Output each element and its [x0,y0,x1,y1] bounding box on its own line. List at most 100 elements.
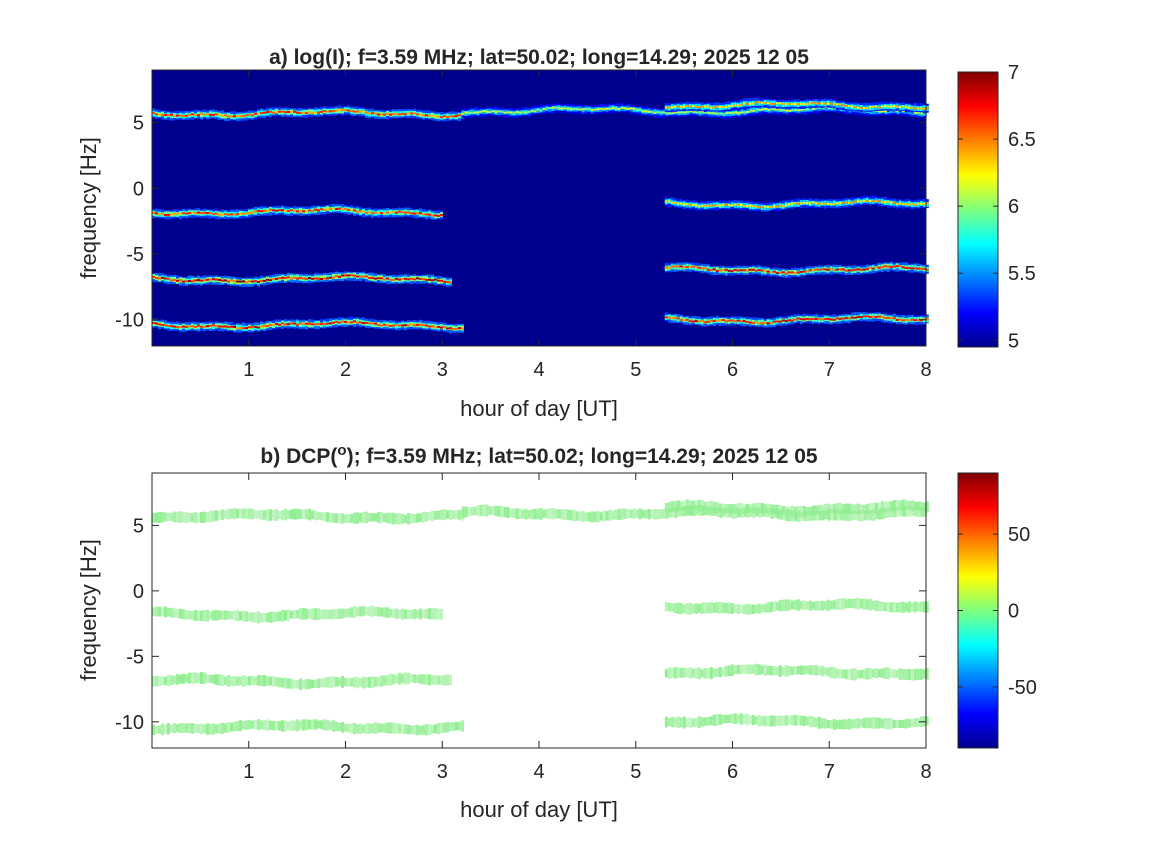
panel-b-trace-5-cell [323,677,326,688]
panel-a-trace-6-cell [670,265,674,268]
panel-a-trace-2-cell [751,102,755,105]
panel-b-trace-3-cell [296,610,299,619]
panel-a-trace-3-cell [257,209,260,212]
panel-a-trace-3-cell [389,211,392,214]
panel-b-trace-3-cell [290,610,293,619]
panel-a-trace-7-cell [314,323,317,326]
panel-a-trace-4-cell [898,202,902,205]
panel-a-trace-5-cell [290,277,293,280]
panel-b-trace-0-cell [278,511,281,519]
panel-b-trace-7-cell [152,724,155,736]
panel-b-trace-0-cell [449,509,452,520]
panel-a-trace-8-cell [700,319,704,322]
panel-a-trace-5-cell [296,277,299,280]
panel-b-trace-7-cell [215,724,218,734]
panel-a-trace-1-cell [611,107,615,109]
panel-a-trace-5-cell [248,280,251,283]
panel-a-trace-2-cell [898,106,902,109]
panel-b-trace-1-cell [515,508,519,520]
panel-a-trace-8-cell [820,318,824,321]
panel-b-trace-5-cell [377,676,380,687]
panel-a-x-tick-label: 4 [533,359,544,381]
panel-a-trace-2-cell [832,103,836,106]
panel-b-trace-6-cell [709,667,713,679]
panel-b-trace-3-cell [275,611,278,622]
panel-b-trace-8-cell [694,718,698,727]
panel-a-trace-5-cell [371,276,374,279]
panel-a-trace-2-cell [838,103,842,106]
panel-b-trace-7-cell [320,720,323,729]
panel-a-trace-2-cell [871,105,875,111]
panel-b-trace-3-cell [266,612,269,623]
panel-b-trace-1-cell [461,506,465,518]
panel-a-trace-1-cell [752,109,756,112]
panel-b-trace-7-cell [338,722,341,732]
panel-b-trace-5-cell [203,672,206,684]
panel-b-trace-2-cell [712,501,716,513]
panel-a-trace-6-cell [868,267,872,269]
panel-b-trace-3-cell [197,610,200,621]
panel-a-trace-2-cell [865,107,869,110]
panel-b-trace-2-cell [703,501,707,510]
panel-b-trace-0-cell [407,513,410,525]
panel-b-trace-6-cell [724,665,728,677]
panel-a-trace-4-cell [922,203,926,205]
panel-a-trace-0-cell [167,114,170,117]
panel-b-trace-1-cell [830,509,834,521]
panel-a-trace-7-cell [455,328,458,330]
panel-a-trace-7-cell [440,326,443,329]
panel-a-trace-4-cell [799,202,803,205]
panel-a-trace-3-cell [341,208,344,211]
panel-b-trace-7-cell [194,723,197,733]
panel-b-trace-4-cell [817,600,821,611]
panel-a-trace-4-cell [925,202,929,205]
panel-b-trace-0-cell [179,511,182,524]
panel-a-trace-1-cell [575,108,579,111]
panel-b-trace-4-cell [760,604,764,613]
panel-b-trace-2-cell [868,503,872,515]
panel-b-trace-2-cell [889,501,893,511]
panel-b-trace-0-cell [260,509,263,521]
panel-a-trace-5-cell [206,278,209,281]
panel-b-trace-7-cell [416,724,419,736]
panel-b-trace-2-cell [757,502,761,514]
panel-a-trace-7-cell [212,324,215,327]
panel-a-trace-7-cell [233,326,236,328]
panel-b-trace-7-cell [458,721,461,731]
panel-b-trace-2-cell [685,499,689,512]
panel-a-trace-7-cell [251,325,254,331]
panel-a-trace-1-cell [518,111,522,114]
panel-a-trace-6-cell [829,268,833,271]
panel-b-trace-3-cell [191,611,194,620]
panel-a-trace-8-cell [766,319,770,325]
panel-b-trace-4-cell [847,598,851,609]
panel-a-trace-3-cell [164,214,167,216]
panel-b-trace-4-cell [922,601,926,613]
panel-a-trace-6-cell [901,266,905,269]
panel-a-trace-3-cell [365,212,368,215]
panel-a-trace-0-cell [152,112,155,115]
panel-a-trace-1-cell [650,110,654,113]
panel-a-trace-3-cell [275,209,278,212]
panel-b-trace-8-cell [688,717,692,728]
panel-a-trace-7-cell [419,323,422,326]
panel-a-trace-4-cell [670,201,674,204]
panel-b-trace-3-cell [245,611,248,622]
panel-b-trace-2-cell [766,503,770,514]
panel-b-traces [152,499,929,736]
panel-b-trace-7-cell [248,720,251,730]
panel-a-trace-1-cell [797,109,801,112]
panel-a-trace-4-cell [688,204,692,207]
panel-a-trace-8-cell [724,320,728,323]
panel-a-trace-4-cell [910,202,914,205]
panel-b-trace-0-cell [329,512,332,523]
panel-a-trace-6-cell [673,265,677,268]
panel-b-trace-8-cell [907,719,911,728]
panel-b-trace-2-cell [673,501,677,512]
panel-a-trace-0-cell [218,113,221,116]
panel-b-trace-8-cell [736,714,740,724]
panel-b-trace-5-cell [221,674,224,686]
panel-a-trace-1-cell [494,111,498,114]
panel-a-trace-7-cell [407,324,410,327]
panel-a-trace-5-cell [191,280,194,283]
